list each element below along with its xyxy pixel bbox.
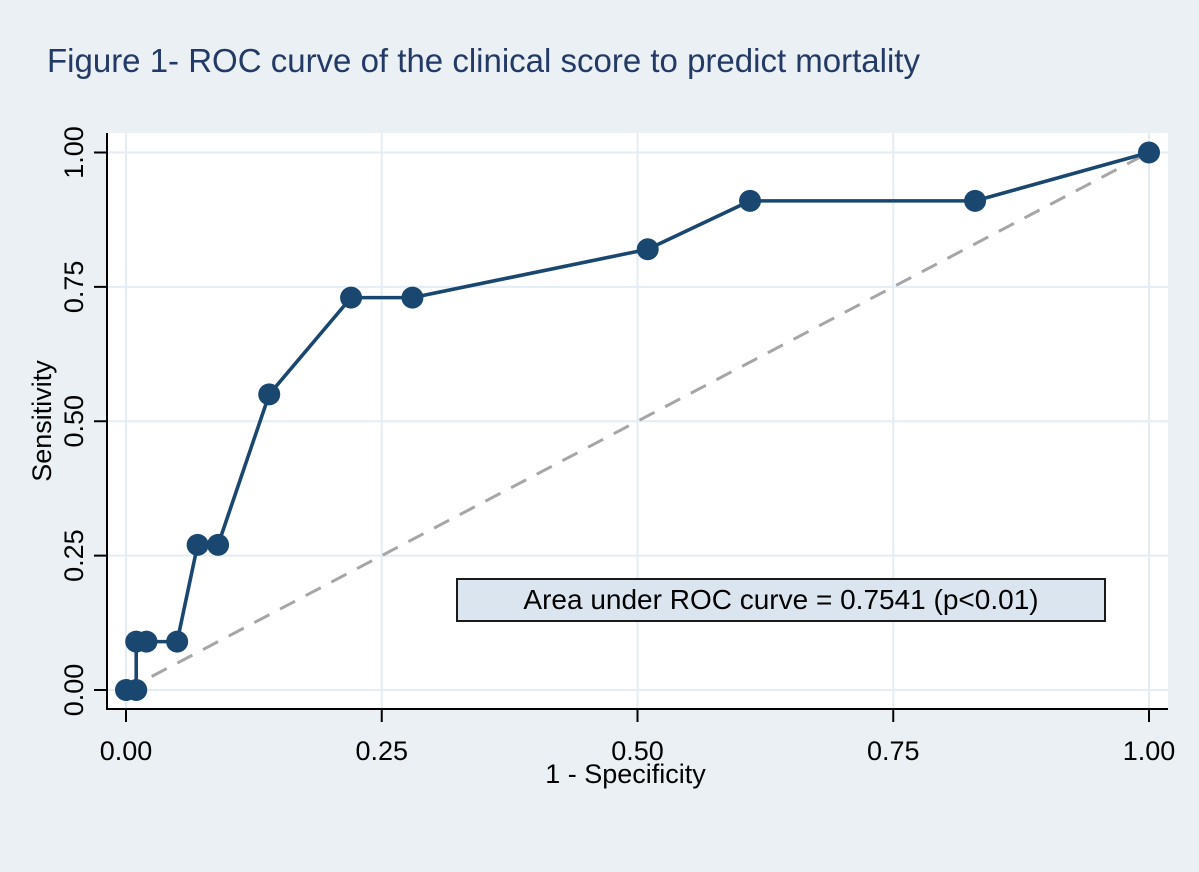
x-axis-label: 1 - Specificity (545, 759, 706, 789)
y-tick-label: 1.00 (59, 126, 89, 179)
roc-data-point (964, 189, 987, 212)
auc-annotation-text: Area under ROC curve = 0.7541 (p<0.01) (523, 584, 1039, 615)
y-axis-label: Sensitivity (27, 360, 57, 482)
y-tick-label: 0.25 (59, 529, 89, 582)
roc-data-point (739, 189, 762, 212)
roc-data-point (207, 533, 230, 556)
x-tick-label: 1.00 (1123, 736, 1176, 766)
roc-data-point (1138, 141, 1160, 164)
roc-data-point (340, 286, 363, 309)
roc-data-point (636, 238, 659, 261)
x-tick-label: 0.50 (611, 736, 664, 766)
roc-data-point (135, 630, 158, 653)
reference-diagonal-line (125, 151, 1150, 692)
roc-data-point (186, 533, 209, 556)
x-tick-label: 0.00 (100, 736, 153, 766)
roc-data-point (258, 383, 281, 406)
roc-data-point (125, 679, 148, 701)
y-tick-label: 0.50 (59, 395, 89, 448)
auc-annotation-box: Area under ROC curve = 0.7541 (p<0.01) (456, 578, 1106, 622)
x-tick-label: 0.25 (355, 736, 408, 766)
roc-data-point (166, 630, 189, 653)
roc-data-point (401, 286, 424, 309)
y-tick-label: 0.00 (59, 664, 89, 717)
chart-title: Figure 1- ROC curve of the clinical scor… (47, 42, 920, 79)
y-tick-label: 0.75 (59, 261, 89, 314)
x-tick-label: 0.75 (867, 736, 920, 766)
